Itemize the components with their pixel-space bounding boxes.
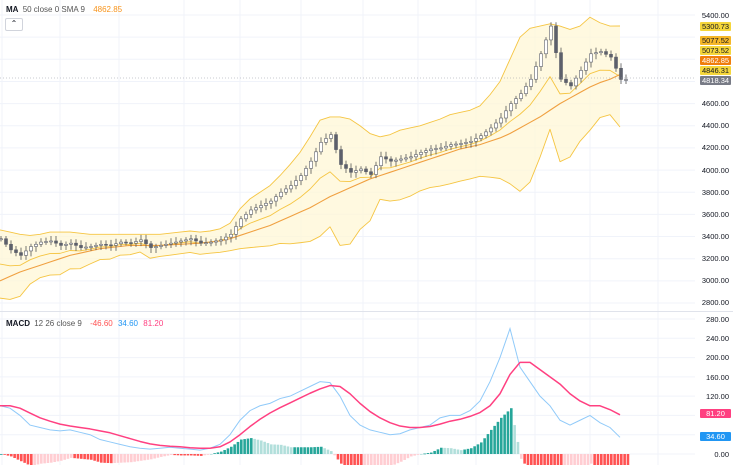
basis-price-badge: 5073.52 <box>700 46 731 55</box>
macd-tick: 120.00 <box>706 392 729 401</box>
macd-histogram <box>0 408 630 465</box>
price-tick: 3400.00 <box>701 232 729 241</box>
macd-tick: 200.00 <box>706 353 729 362</box>
macd-tick: 280.00 <box>706 315 729 324</box>
candlesticks <box>0 22 628 260</box>
signal-value-badge: 81.20 <box>700 409 731 418</box>
ma-value: 4862.85 <box>93 5 123 14</box>
ma-price-badge: 4862.85 <box>700 56 731 65</box>
price-tick: 4600.00 <box>701 99 729 108</box>
macd-legend: MACD 12 26 close 9 -46.60 34.60 81.20 <box>6 319 163 328</box>
indicator-name: MA <box>6 5 19 14</box>
price-envelope-band <box>0 16 621 300</box>
last-price-badge: 4818.34 <box>700 76 731 85</box>
price-tick: 2800.00 <box>701 298 729 307</box>
macd-value: 34.60 <box>117 319 139 328</box>
macd-tick: 240.00 <box>706 334 729 343</box>
chevron-up-icon: ⌃ <box>10 19 18 28</box>
moving-average-line <box>0 74 621 282</box>
price-tick: 3600.00 <box>701 210 729 219</box>
macd-indicator-name: MACD <box>6 319 30 328</box>
price-tick: 4200.00 <box>701 143 729 152</box>
price-tick: 4000.00 <box>701 166 729 175</box>
upper-band-price-badge: 5300.73 <box>700 22 731 31</box>
macd-tick: 160.00 <box>706 373 729 382</box>
indicator-params: 50 close 0 SMA 9 <box>22 5 85 14</box>
macd-value-badge: 34.60 <box>700 432 731 441</box>
macd-indicator-params: 12 26 close 9 <box>34 319 82 328</box>
band-price-badge: 5077.52 <box>700 36 731 45</box>
price-tick: 4400.00 <box>701 121 729 130</box>
main-legend: MA 50 close 0 SMA 9 4862.85 <box>6 5 122 14</box>
macd-signal-value: 81.20 <box>143 319 164 328</box>
macd-hist-value: -46.60 <box>90 319 113 328</box>
price-tick: 3800.00 <box>701 188 729 197</box>
macd-tick: 0.00 <box>714 450 729 459</box>
price-tick: 5400.00 <box>701 11 729 20</box>
lower-band-price-badge: 4846.31 <box>700 66 731 75</box>
collapse-legend-button[interactable]: ⌃ <box>5 18 23 31</box>
price-tick: 3000.00 <box>701 276 729 285</box>
macd-lines <box>0 326 621 451</box>
price-tick: 3200.00 <box>701 254 729 263</box>
